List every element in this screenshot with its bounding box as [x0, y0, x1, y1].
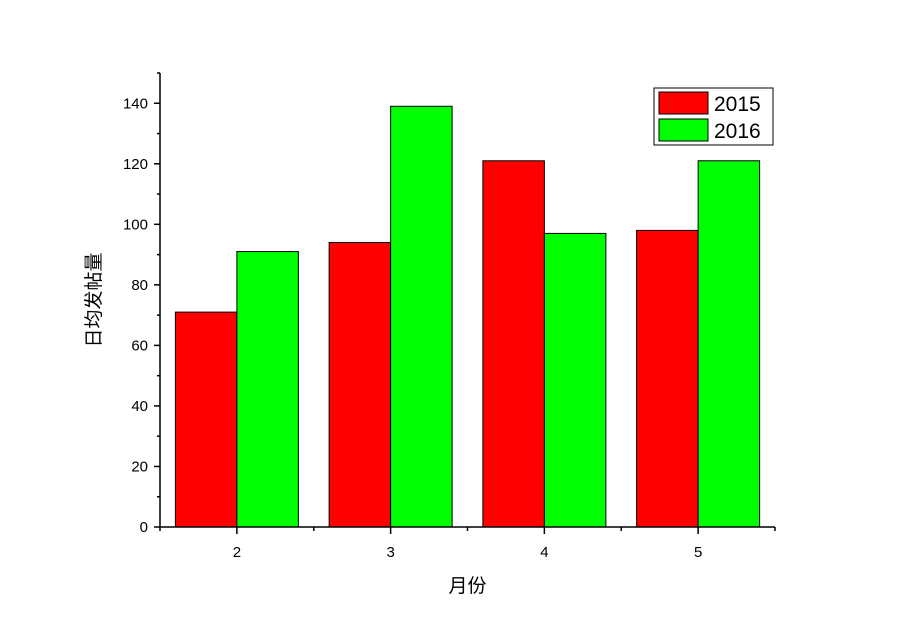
- y-tick-label: 60: [131, 337, 148, 354]
- legend-label-2016: 2016: [714, 120, 761, 143]
- bar-2015-2: [174, 311, 238, 528]
- legend-swatch-2016: [658, 118, 709, 142]
- y-tick-label: 0: [140, 519, 148, 536]
- y-tick-label: 100: [123, 216, 148, 233]
- bar-2015-5: [636, 229, 699, 528]
- y-axis-title: 日均发帖量: [83, 252, 105, 347]
- x-tick-label: 3: [386, 544, 394, 561]
- ticks-layer: 0 20 40 60 80 100 120 140 2 3 4 5: [123, 72, 776, 561]
- bar-2016-5: [697, 160, 761, 528]
- legend: 2015 2016: [653, 87, 774, 146]
- y-tick-label: 80: [131, 277, 148, 294]
- legend-label-2015: 2015: [714, 93, 761, 116]
- bar-2015-4: [482, 160, 545, 528]
- x-tick-label: 4: [540, 544, 548, 561]
- y-tick-label: 40: [131, 398, 148, 415]
- y-tick-label: 120: [123, 156, 148, 173]
- x-axis-title: 月份: [448, 575, 486, 597]
- legend-swatch-2015: [658, 91, 709, 115]
- bars-layer: [174, 105, 761, 528]
- y-tick-label: 20: [131, 458, 148, 475]
- x-tick-label: 2: [233, 544, 241, 561]
- x-tick-label: 5: [694, 544, 702, 561]
- bar-2015-3: [328, 241, 392, 528]
- y-tick-label: 140: [123, 95, 148, 112]
- bar-2016-2: [236, 251, 299, 528]
- bar-2016-4: [543, 232, 607, 528]
- bar-2016-3: [390, 105, 453, 528]
